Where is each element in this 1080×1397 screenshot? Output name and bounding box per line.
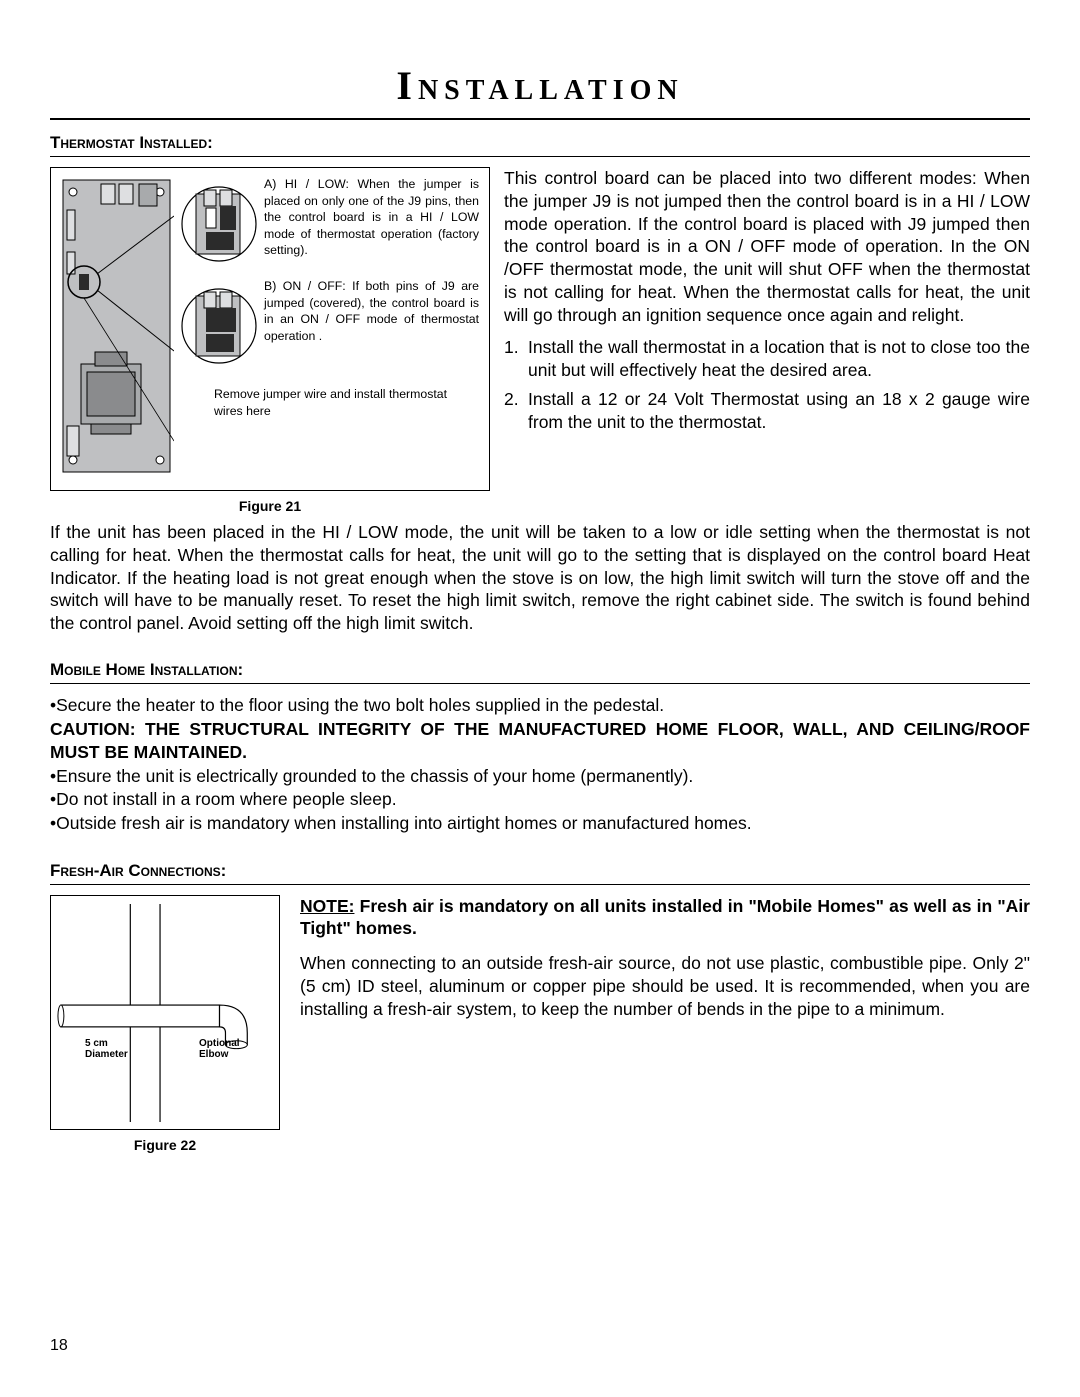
install-step-1: Install the wall thermostat in a locatio… [528, 336, 1030, 382]
fresh-air-header: Fresh-Air Connections: [50, 860, 1030, 885]
remove-jumper-note: Remove jumper wire and install thermosta… [214, 386, 479, 419]
thermostat-explanation-paragraph: This control board can be placed into tw… [504, 167, 1030, 326]
list-number: 1. [504, 336, 528, 382]
callout-a-text: A) HI / LOW: When the jumper is placed o… [264, 176, 479, 259]
callout-b-text: B) ON / OFF: If both pins of J9 are jump… [264, 278, 479, 344]
diameter-label-1: 5 cm [85, 1038, 108, 1049]
figure-21-caption: Figure 21 [50, 497, 490, 515]
mobile-bullet-1: •Secure the heater to the floor using th… [50, 694, 1030, 718]
control-board-illustration [59, 176, 174, 476]
mobile-bullet-3: •Do not install in a room where people s… [50, 788, 1030, 812]
note-text: Fresh air is mandatory on all units inst… [300, 896, 1030, 939]
page-title: Installation [50, 60, 1030, 120]
fresh-air-note: NOTE: Fresh air is mandatory on all unit… [300, 895, 1030, 941]
fresh-air-paragraph: When connecting to an outside fresh-air … [300, 952, 1030, 1020]
jumper-hi-low-detail [180, 176, 258, 272]
note-label: NOTE: [300, 896, 354, 916]
mobile-bullet-2: •Ensure the unit is electrically grounde… [50, 765, 1030, 789]
thermostat-header: Thermostat Installed: [50, 132, 1030, 157]
elbow-label-2: Elbow [199, 1049, 228, 1060]
fresh-air-diagram [51, 896, 279, 1129]
mobile-home-header: Mobile Home Installation: [50, 659, 1030, 684]
jumper-on-off-detail [180, 278, 258, 374]
mobile-bullet-4: •Outside fresh air is mandatory when ins… [50, 812, 1030, 836]
diameter-label-2: Diameter [85, 1049, 128, 1060]
figure-22-box: 5 cm Diameter Optional Elbow [50, 895, 280, 1130]
list-number: 2. [504, 388, 528, 434]
caution-text: CAUTION: THE STRUCTURAL INTEGRITY OF THE… [50, 718, 1030, 765]
hi-low-mode-paragraph: If the unit has been placed in the HI / … [50, 521, 1030, 635]
page-number: 18 [50, 1336, 68, 1357]
elbow-label-1: Optional [199, 1038, 240, 1049]
figure-21-box: A) HI / LOW: When the jumper is placed o… [50, 167, 490, 491]
install-step-2: Install a 12 or 24 Volt Thermostat using… [528, 388, 1030, 434]
figure-22-caption: Figure 22 [50, 1136, 280, 1154]
